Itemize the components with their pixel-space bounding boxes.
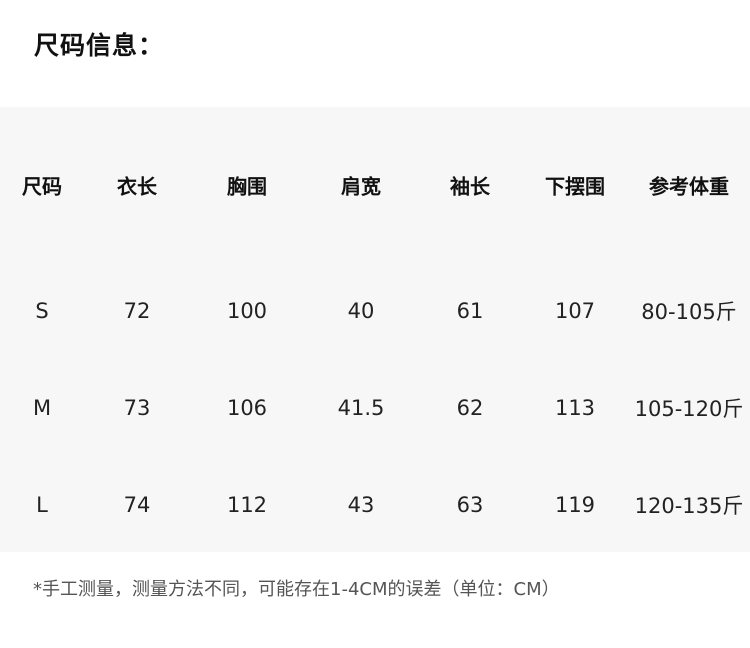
table-cell: 113 bbox=[554, 396, 596, 420]
table-cell: 120-135斤 bbox=[634, 494, 744, 518]
table-cell: 62 bbox=[456, 396, 484, 420]
footnote: *手工测量，测量方法不同，可能存在1-4CM的误差（单位：CM） bbox=[33, 579, 560, 600]
column-header: 衣长 bbox=[117, 174, 157, 199]
table-cell: 105-120斤 bbox=[634, 397, 744, 421]
table-cell: 107 bbox=[554, 299, 596, 323]
table-cell: S bbox=[35, 299, 49, 323]
table-cell: 100 bbox=[226, 299, 268, 323]
table-cell: 106 bbox=[226, 396, 268, 420]
table-cell: 41.5 bbox=[337, 396, 385, 420]
table-cell: 80-105斤 bbox=[641, 300, 737, 324]
table-cell: 61 bbox=[456, 299, 484, 323]
table-cell: 73 bbox=[123, 396, 151, 420]
table-cell: L bbox=[36, 493, 48, 517]
table-cell: 43 bbox=[347, 493, 375, 517]
column-header: 袖长 bbox=[450, 174, 490, 199]
table-cell: 112 bbox=[226, 493, 268, 517]
column-header: 胸围 bbox=[227, 174, 267, 199]
table-cell: 40 bbox=[347, 299, 375, 323]
table-cell: M bbox=[32, 396, 52, 420]
column-header: 尺码 bbox=[22, 174, 62, 199]
title: 尺码信息： bbox=[34, 31, 165, 60]
table-cell: 74 bbox=[123, 493, 151, 517]
column-header: 下摆围 bbox=[545, 174, 605, 199]
size-table: 尺码 衣长 胸围 肩宽 袖长 下摆围 参考体重 S 72 100 40 61 107 80-105斤 M 73… bbox=[0, 107, 750, 552]
table-cell: 119 bbox=[554, 493, 596, 517]
table-cell: 72 bbox=[123, 299, 151, 323]
column-header: 参考体重 bbox=[649, 174, 729, 199]
column-header: 肩宽 bbox=[341, 174, 381, 199]
table-cell: 63 bbox=[456, 493, 484, 517]
